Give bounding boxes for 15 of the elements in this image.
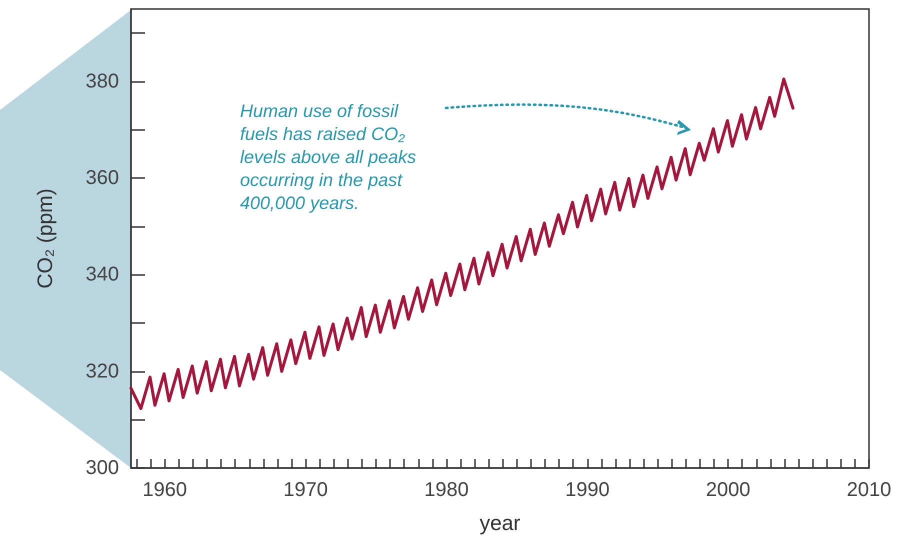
annotation: Human use of fossil fuels has raised CO₂ levels above all peaks occurring in the past 400,000 years. (240, 100, 418, 215)
x-tick-label: 2000 (706, 479, 750, 501)
line-series (130, 78, 794, 410)
y-axis-title: CO₂ (ppm) (34, 188, 57, 289)
y-tick-label: 340 (86, 264, 119, 286)
y-tick-label: 320 (86, 360, 119, 382)
y-tick-label: 300 (86, 457, 119, 479)
x-tick-label: 1990 (565, 479, 610, 501)
x-tick-label: 1960 (142, 479, 188, 501)
y-tick-label: 360 (86, 167, 119, 190)
x-axis-title: year (480, 512, 520, 535)
y-tick-label: 380 (86, 70, 119, 92)
x-tick-label: 1970 (283, 479, 328, 501)
x-tick-label: 2010 (846, 479, 892, 501)
x-tick-label: 1980 (424, 479, 469, 501)
